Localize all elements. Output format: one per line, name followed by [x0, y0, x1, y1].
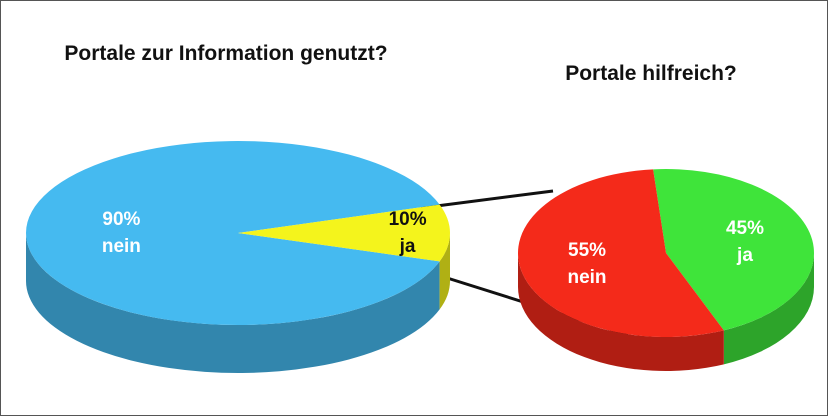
pie-slice [238, 204, 451, 262]
slice-category-label: nein [567, 267, 606, 288]
slice-value-label: 55% [568, 240, 606, 261]
pie-labels: 45% ja 55% nein [567, 218, 764, 288]
connector-line [420, 189, 554, 210]
pie-tops [26, 140, 451, 325]
pie-side [26, 233, 440, 374]
pie-slice [653, 168, 814, 331]
pie-slice [26, 140, 440, 325]
pie-side [723, 253, 814, 365]
chart-title: Portale zur Information genutzt? [64, 42, 388, 65]
pie-side [439, 233, 450, 310]
pie-slice [518, 169, 724, 338]
chart-title: Portale hilfreich? [565, 62, 737, 85]
slice-category-label: ja [399, 236, 416, 257]
pie-labels: 90% nein 10% ja [102, 209, 427, 257]
slice-value-label: 90% [102, 209, 140, 230]
pie-sides [518, 253, 814, 372]
pie-side [518, 253, 724, 372]
slice-value-label: 10% [389, 209, 427, 230]
slice-category-label: nein [102, 236, 141, 257]
pie-sides [26, 233, 450, 374]
slice-value-label: 45% [726, 218, 764, 239]
slice-category-label: ja [736, 245, 753, 266]
pie-tops [518, 168, 814, 338]
